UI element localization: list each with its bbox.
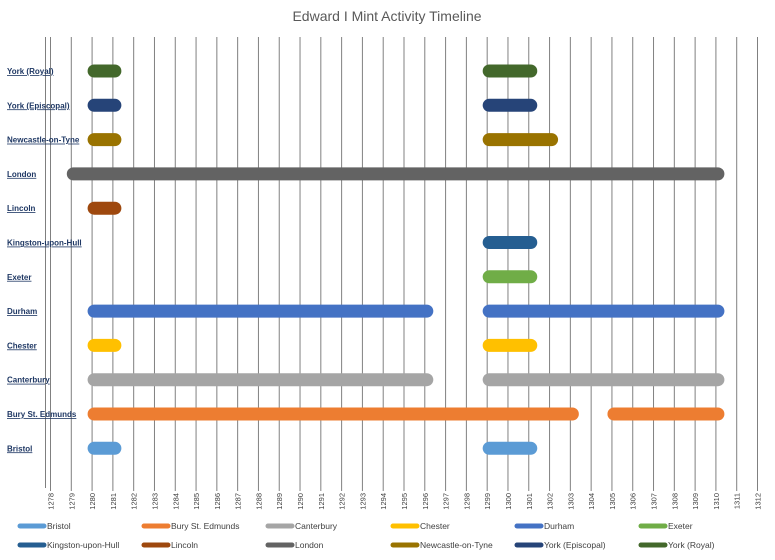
legend-label: Bristol xyxy=(47,521,71,531)
x-tick-label: 1285 xyxy=(192,493,201,510)
x-tick-label: 1287 xyxy=(234,493,243,510)
legend-label: York (Episcopal) xyxy=(544,540,606,550)
row-label: Durham xyxy=(7,307,37,316)
legend-label: Newcastle-on-Tyne xyxy=(420,540,493,550)
x-tick-label: 1278 xyxy=(47,493,56,510)
legend-label: Kingston-upon-Hull xyxy=(47,540,119,550)
row-label: Newcastle-on-Tyne xyxy=(7,136,80,145)
x-tick-label: 1307 xyxy=(650,493,659,510)
x-tick-label: 1311 xyxy=(733,493,742,509)
legend-label: Canterbury xyxy=(295,521,338,531)
x-tick-label: 1298 xyxy=(462,493,471,510)
row-label: Canterbury xyxy=(7,376,50,385)
mint-bars xyxy=(66,64,725,455)
x-tick-label: 1282 xyxy=(130,493,139,510)
vertical-gridlines xyxy=(45,37,758,491)
x-tick-label: 1312 xyxy=(754,493,763,510)
row-label: Chester xyxy=(7,341,37,350)
row-label: York (Episcopal) xyxy=(7,101,70,110)
row-label: Bristol xyxy=(7,444,32,453)
row-label: York (Royal) xyxy=(7,67,54,76)
x-tick-label: 1301 xyxy=(525,493,534,510)
row-label: Lincoln xyxy=(7,204,36,213)
x-tick-label: 1280 xyxy=(88,493,97,510)
x-tick-label: 1286 xyxy=(213,493,222,510)
chart-title: Edward I Mint Activity Timeline xyxy=(292,8,481,24)
x-tick-label: 1292 xyxy=(338,493,347,510)
x-tick-label: 1308 xyxy=(670,493,679,510)
x-tick-label: 1295 xyxy=(400,493,409,510)
legend-label: London xyxy=(295,540,324,550)
x-axis-ticks: 1278 1279 1280 1281 1282 1283 1284 1285 1286 1287… xyxy=(47,493,763,510)
legend-label: Exeter xyxy=(668,521,693,531)
x-tick-label: 1294 xyxy=(379,493,388,510)
legend-label: Lincoln xyxy=(171,540,198,550)
x-tick-label: 1303 xyxy=(566,493,575,510)
x-tick-label: 1284 xyxy=(171,493,180,510)
x-tick-label: 1289 xyxy=(275,493,284,510)
legend: Bristol Bury St. Edmunds Canterbury Chester… xyxy=(17,521,715,550)
x-tick-label: 1310 xyxy=(712,493,721,510)
x-tick-label: 1306 xyxy=(629,493,638,510)
row-label: London xyxy=(7,170,36,179)
x-tick-label: 1305 xyxy=(608,493,617,510)
x-tick-label: 1302 xyxy=(546,493,555,510)
legend-label: Chester xyxy=(420,521,450,531)
x-tick-label: 1299 xyxy=(483,493,492,510)
x-tick-label: 1288 xyxy=(254,493,263,510)
x-tick-label: 1304 xyxy=(587,493,596,510)
row-label: Exeter xyxy=(7,273,31,282)
row-label: Kingston-upon-Hull xyxy=(7,239,82,248)
x-tick-label: 1300 xyxy=(504,493,513,510)
row-labels: York (Royal) York (Episcopal) Newcastle-on… xyxy=(7,67,82,453)
legend-label: Bury St. Edmunds xyxy=(171,521,240,531)
legend-label: Durham xyxy=(544,521,574,531)
x-tick-label: 1297 xyxy=(442,493,451,510)
x-tick-label: 1296 xyxy=(421,493,430,510)
x-tick-label: 1290 xyxy=(296,493,305,510)
legend-label: York (Royal) xyxy=(668,540,715,550)
x-tick-label: 1293 xyxy=(358,493,367,510)
x-tick-label: 1291 xyxy=(317,493,326,510)
x-tick-label: 1281 xyxy=(109,493,118,510)
x-tick-label: 1309 xyxy=(691,493,700,510)
x-tick-label: 1283 xyxy=(150,493,159,510)
row-label: Bury St. Edmunds xyxy=(7,410,77,419)
x-tick-label: 1279 xyxy=(67,493,76,510)
